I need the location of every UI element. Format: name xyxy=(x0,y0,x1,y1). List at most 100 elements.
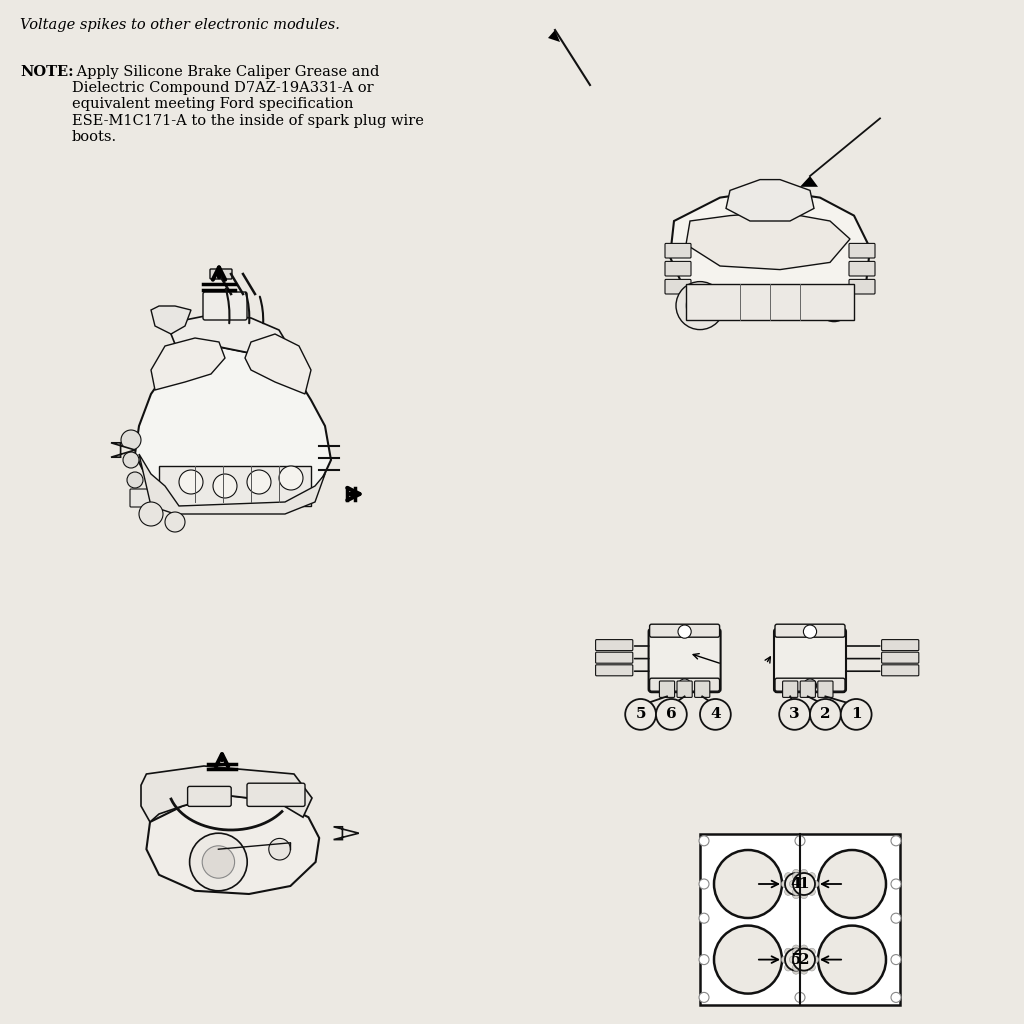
Circle shape xyxy=(779,699,810,730)
Polygon shape xyxy=(146,795,319,894)
Circle shape xyxy=(790,956,797,964)
FancyBboxPatch shape xyxy=(159,466,311,506)
Text: 1: 1 xyxy=(799,877,809,891)
Circle shape xyxy=(785,948,807,971)
Circle shape xyxy=(801,967,808,974)
Circle shape xyxy=(810,699,841,730)
Text: 3: 3 xyxy=(790,708,800,721)
Circle shape xyxy=(189,834,247,891)
Circle shape xyxy=(793,872,800,880)
FancyBboxPatch shape xyxy=(659,681,675,697)
Circle shape xyxy=(179,470,203,494)
Circle shape xyxy=(784,964,792,971)
Circle shape xyxy=(818,926,886,993)
Circle shape xyxy=(139,502,163,526)
Polygon shape xyxy=(726,179,814,221)
FancyBboxPatch shape xyxy=(649,678,720,691)
Circle shape xyxy=(808,964,815,971)
FancyBboxPatch shape xyxy=(882,640,919,650)
Circle shape xyxy=(891,992,901,1002)
Text: 5: 5 xyxy=(791,952,801,967)
Circle shape xyxy=(785,873,807,895)
Circle shape xyxy=(804,881,811,888)
FancyBboxPatch shape xyxy=(818,681,833,697)
Circle shape xyxy=(699,913,709,924)
Circle shape xyxy=(127,472,143,488)
Circle shape xyxy=(699,836,709,846)
Circle shape xyxy=(793,873,815,895)
FancyBboxPatch shape xyxy=(775,678,845,691)
Circle shape xyxy=(699,954,709,965)
Circle shape xyxy=(699,992,709,1002)
Circle shape xyxy=(804,956,811,964)
Polygon shape xyxy=(548,30,560,42)
Circle shape xyxy=(247,470,271,494)
FancyBboxPatch shape xyxy=(130,489,156,507)
Text: 2: 2 xyxy=(820,708,830,721)
FancyBboxPatch shape xyxy=(849,261,874,276)
Circle shape xyxy=(818,850,886,918)
Text: Voltage spikes to other electronic modules.: Voltage spikes to other electronic modul… xyxy=(20,18,340,32)
Circle shape xyxy=(793,888,800,895)
Bar xyxy=(700,834,900,1005)
FancyBboxPatch shape xyxy=(849,280,874,294)
Circle shape xyxy=(795,836,805,846)
Circle shape xyxy=(626,699,656,730)
FancyBboxPatch shape xyxy=(774,629,846,692)
Circle shape xyxy=(801,945,808,952)
Text: 1: 1 xyxy=(851,708,861,721)
FancyBboxPatch shape xyxy=(882,665,919,676)
Circle shape xyxy=(891,879,901,889)
Circle shape xyxy=(165,512,185,532)
FancyBboxPatch shape xyxy=(782,681,798,697)
FancyBboxPatch shape xyxy=(800,681,815,697)
Circle shape xyxy=(279,466,303,490)
Polygon shape xyxy=(334,826,358,840)
Circle shape xyxy=(781,956,788,964)
Polygon shape xyxy=(245,334,311,394)
Circle shape xyxy=(793,948,800,955)
FancyBboxPatch shape xyxy=(686,284,854,319)
Circle shape xyxy=(700,699,731,730)
Circle shape xyxy=(686,292,714,319)
Circle shape xyxy=(793,964,800,971)
Polygon shape xyxy=(151,306,191,334)
Circle shape xyxy=(784,872,792,880)
Polygon shape xyxy=(670,190,870,319)
Polygon shape xyxy=(111,442,135,457)
FancyBboxPatch shape xyxy=(849,244,874,258)
FancyBboxPatch shape xyxy=(596,665,633,676)
FancyBboxPatch shape xyxy=(210,269,232,279)
Text: 4: 4 xyxy=(791,877,802,891)
Text: 5: 5 xyxy=(635,708,646,721)
Circle shape xyxy=(699,879,709,889)
Circle shape xyxy=(714,926,782,993)
Circle shape xyxy=(804,625,816,638)
Circle shape xyxy=(808,948,815,955)
FancyBboxPatch shape xyxy=(187,786,231,807)
Circle shape xyxy=(800,872,807,880)
Circle shape xyxy=(891,913,901,924)
FancyBboxPatch shape xyxy=(665,280,691,294)
Polygon shape xyxy=(800,176,818,186)
Circle shape xyxy=(804,679,816,692)
Text: 2: 2 xyxy=(799,952,809,967)
Circle shape xyxy=(891,954,901,965)
Circle shape xyxy=(800,964,807,971)
Circle shape xyxy=(818,290,850,322)
Text: Apply Silicone Brake Caliper Grease and
Dielectric Compound D7AZ-19A331-A or
equ: Apply Silicone Brake Caliper Grease and … xyxy=(72,65,424,143)
Circle shape xyxy=(678,679,691,692)
FancyBboxPatch shape xyxy=(247,783,305,807)
Circle shape xyxy=(678,625,691,638)
Text: 6: 6 xyxy=(666,708,677,721)
Circle shape xyxy=(781,881,788,888)
Circle shape xyxy=(800,948,807,955)
Circle shape xyxy=(801,892,808,899)
Circle shape xyxy=(676,282,724,330)
Circle shape xyxy=(202,846,234,879)
Text: NOTE:: NOTE: xyxy=(20,65,74,79)
Polygon shape xyxy=(171,314,291,354)
Circle shape xyxy=(811,881,818,888)
Circle shape xyxy=(801,869,808,877)
Circle shape xyxy=(656,699,687,730)
